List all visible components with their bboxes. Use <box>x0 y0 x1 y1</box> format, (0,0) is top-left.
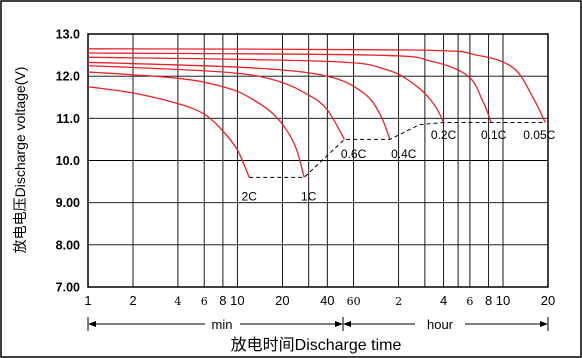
series-label-005C: 0.05C <box>523 128 555 142</box>
unit-hour-label: hour <box>427 317 454 332</box>
y-tick-label: 7.00 <box>56 281 80 295</box>
x-tick-label: 6 <box>466 295 473 308</box>
x-tick-label: 20 <box>541 293 555 308</box>
series-label-02C: 0.2C <box>431 128 457 142</box>
x-tick-label: 1 <box>84 293 91 308</box>
y-tick-label: 13.0 <box>56 28 80 42</box>
x-tick-label: 10 <box>496 293 510 308</box>
y-tick-label: 8.00 <box>56 238 80 252</box>
x-tick-label: 6 <box>201 295 208 308</box>
x-axis-label: 放电时间Discharge time <box>231 336 402 354</box>
series-label-2C: 2C <box>242 189 258 203</box>
x-tick-label: 2 <box>129 293 136 308</box>
x-tick-label: 8 <box>219 293 226 308</box>
x-tick-label: 4 <box>440 293 447 308</box>
x-tick-label: 4 <box>174 295 181 308</box>
y-tick-label: 9.00 <box>56 196 80 210</box>
x-tick-label: 10 <box>230 293 244 308</box>
x-tick-label: 40 <box>320 293 334 308</box>
series-label-06C: 0.6C <box>341 147 367 161</box>
x-tick-label: 8 <box>485 293 492 308</box>
y-tick-label: 11.0 <box>56 112 80 126</box>
series-label-01C: 0.1C <box>481 128 507 142</box>
x-tick-label: 20 <box>275 293 289 308</box>
x-tick-label: 2 <box>395 295 402 308</box>
x-tick-label: 60 <box>347 295 361 308</box>
unit-min-label: min <box>212 317 233 332</box>
y-tick-label: 12.0 <box>56 70 80 84</box>
series-label-1C: 1C <box>301 189 317 203</box>
y-tick-label: 10.0 <box>56 154 80 168</box>
series-label-04C: 0.4C <box>391 147 417 161</box>
y-axis-label: 放电电压Discharge voltage(V) <box>12 67 28 254</box>
